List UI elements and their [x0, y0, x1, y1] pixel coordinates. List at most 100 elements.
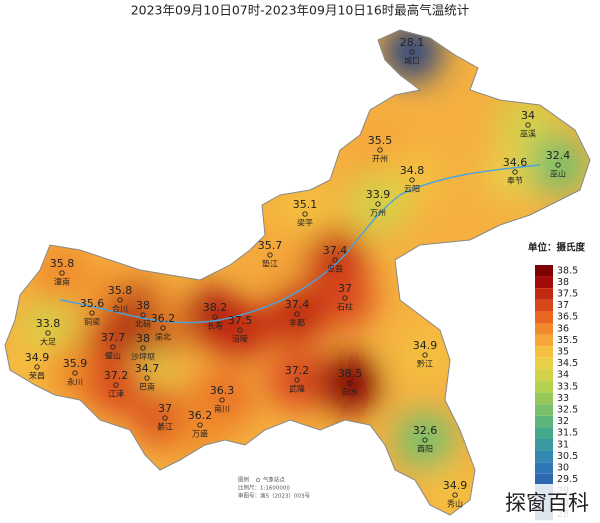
station-name: 南川: [214, 404, 230, 414]
station-value: 33.8: [36, 317, 61, 330]
station-value: 37.2: [285, 364, 310, 377]
legend-label: 32: [557, 416, 569, 427]
heat-blob: [395, 325, 455, 385]
station-value: 37.5: [228, 314, 253, 327]
station-value: 37.7: [101, 331, 126, 344]
station-name: 渝北: [155, 332, 171, 342]
station-value: 28.1: [400, 36, 425, 49]
legend-label: 33.5: [557, 381, 578, 392]
footnote-scale: 比例尺：1:1600000: [238, 484, 290, 492]
station-marker: [160, 325, 166, 331]
legend-label: 31.5: [557, 428, 578, 439]
station-name: 荣昌: [29, 371, 45, 381]
station-value: 34: [521, 109, 535, 122]
heat-blob: [528, 135, 588, 195]
station-value: 34.9: [443, 479, 468, 492]
legend-swatch: [535, 288, 553, 300]
station-marker: [140, 312, 146, 318]
station-value: 37.4: [285, 298, 310, 311]
station-value: 37.2: [104, 369, 129, 382]
station-value: 32.6: [413, 424, 438, 437]
legend-label: 33: [557, 393, 569, 404]
station-marker: [302, 211, 308, 217]
station-name: 永川: [67, 377, 83, 387]
station-value: 38.2: [203, 301, 228, 314]
station-marker: [162, 415, 168, 421]
station-value: 35.1: [293, 198, 318, 211]
legend-swatch: [535, 265, 553, 277]
station-value: 35.8: [108, 284, 133, 297]
legend-label: 34.5: [557, 358, 578, 369]
station-value: 35.8: [50, 257, 75, 270]
station-name: 巫溪: [520, 129, 536, 139]
station-name: 秀山: [447, 499, 463, 509]
station-value: 38.5: [338, 367, 363, 380]
heat-blob: [240, 225, 300, 285]
station-name: 开州: [372, 155, 388, 164]
station-marker: [117, 297, 123, 303]
station-value: 35.9: [63, 357, 88, 370]
station-value: 34.8: [400, 164, 425, 177]
station-marker: [294, 377, 300, 383]
station-name: 璧山: [105, 351, 121, 361]
station-name: 梁平: [297, 219, 313, 228]
station-name: 长寿: [207, 321, 223, 331]
station-value: 37: [338, 282, 352, 295]
river: [59, 164, 541, 324]
station-marker: [452, 492, 458, 498]
station-value: 34.6: [503, 156, 528, 169]
station-name: 江津: [108, 389, 124, 399]
station-marker: [72, 370, 78, 376]
station-value: 37: [158, 402, 172, 415]
heat-blob: [395, 410, 455, 470]
station-name: 石柱: [337, 302, 353, 312]
heat-blob: [425, 465, 485, 515]
legend-swatch: [535, 415, 553, 428]
station-marker: [555, 162, 561, 168]
station-name: 涪陵: [232, 334, 248, 344]
station-marker: [113, 382, 119, 388]
legend-label: 36: [557, 323, 569, 334]
station-value: 34.7: [135, 362, 160, 375]
legend-swatch: [535, 381, 553, 393]
station-marker: [110, 344, 116, 350]
legend-label: 38.5: [557, 265, 578, 276]
station-value: 34.9: [25, 351, 50, 364]
station-marker: [347, 380, 353, 386]
legend-swatch: [535, 357, 553, 370]
legend-swatch: [535, 299, 553, 312]
legend-label: 34: [557, 370, 569, 381]
station-marker: [375, 201, 381, 207]
legend-swatch: [535, 369, 553, 381]
heat-blob: [382, 30, 442, 82]
station-value: 36.3: [210, 384, 235, 397]
station-name: 酉阳: [417, 445, 433, 454]
station-value: 35.7: [258, 239, 283, 252]
heat-blob: [86, 355, 146, 415]
station-marker: [267, 252, 273, 258]
footnote: 图例 气象站点 比例尺：1:1600000 审图号：渝S（2023）003号: [238, 476, 310, 500]
station-marker: [212, 314, 218, 320]
legend-swatch: [535, 276, 553, 289]
heat-blob: [315, 268, 375, 328]
legend-swatch: [535, 392, 553, 405]
legend-label: 38: [557, 277, 569, 288]
legend-swatch: [535, 334, 553, 347]
watermark-bg: [494, 484, 600, 523]
station-value: 35.5: [368, 134, 393, 147]
station-marker: [89, 310, 95, 316]
heat-blob: [170, 395, 230, 455]
legend-label: 37.5: [557, 289, 578, 300]
station-name: 奉节: [507, 176, 523, 186]
station-value: 36.2: [188, 409, 213, 422]
station-name: 云阳: [404, 185, 420, 194]
station-name: 铜梁: [84, 317, 100, 327]
station-marker: [342, 295, 348, 301]
station-marker: [197, 422, 203, 428]
station-marker: [332, 257, 338, 263]
station-name: 沙坪坝: [131, 353, 155, 362]
station-marker: [525, 122, 531, 128]
legend-swatch: [535, 323, 553, 335]
